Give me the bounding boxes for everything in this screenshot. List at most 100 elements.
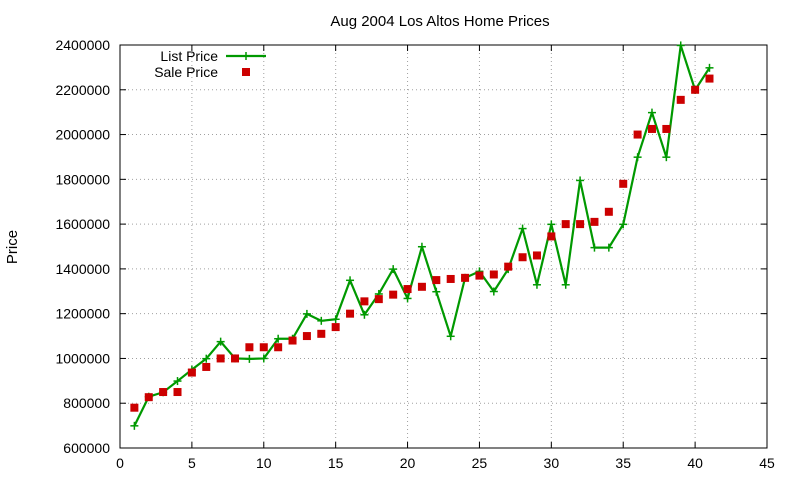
sale-price-point: [676, 95, 685, 104]
sale-price-point: [317, 329, 326, 338]
sale-price-point: [130, 403, 139, 412]
x-tick-label: 5: [188, 455, 196, 471]
sale-price-point: [288, 336, 297, 345]
sale-price-point: [475, 271, 484, 280]
list-price-point: [604, 243, 613, 252]
sale-price-point: [504, 262, 513, 271]
y-tick-label: 1200000: [55, 306, 110, 322]
x-tick-label: 45: [759, 455, 775, 471]
sale-price-point: [245, 343, 254, 352]
y-tick-label: 2200000: [55, 82, 110, 98]
sale-price-point: [446, 274, 455, 283]
axis-ticks: 0 5 10 15 20 25 30 35 40 45 600000 800000 1000000 120…: [55, 37, 775, 471]
list-price-point: [317, 316, 326, 325]
sale-price-point: [374, 295, 383, 304]
sale-price-point: [202, 362, 211, 371]
sale-price-point: [360, 297, 369, 306]
y-tick-label: 2000000: [55, 127, 110, 143]
sale-price-point: [346, 309, 355, 318]
y-tick-label: 2400000: [55, 37, 110, 53]
sale-price-point: [187, 368, 196, 377]
legend-label-sale-price: Sale Price: [154, 64, 218, 80]
list-price-point: [446, 332, 455, 341]
list-price-point: [331, 315, 340, 324]
sale-price-point: [647, 124, 656, 133]
series-layer: [130, 41, 714, 430]
list-price-point: [633, 153, 642, 162]
sale-price-point: [705, 74, 714, 83]
list-price-point: [576, 176, 585, 185]
y-tick-label: 1600000: [55, 216, 110, 232]
x-tick-label: 0: [116, 455, 124, 471]
sale-price-point: [302, 332, 311, 341]
sale-price-point: [633, 130, 642, 139]
legend-marker-sale-price: [242, 68, 250, 76]
list-price-point: [173, 377, 182, 386]
sale-price-point: [259, 343, 268, 352]
list-price-point: [360, 310, 369, 319]
y-tick-label: 800000: [63, 395, 110, 411]
sale-price-point: [417, 282, 426, 291]
sale-price-point: [274, 343, 283, 352]
y-tick-label: 1400000: [55, 261, 110, 277]
sale-price-point: [173, 388, 182, 397]
list-price-series: [130, 41, 714, 430]
list-price-point: [647, 108, 656, 117]
list-price-point: [590, 243, 599, 252]
sale-price-point: [144, 393, 153, 402]
sale-price-point: [489, 270, 498, 279]
y-tick-label: 600000: [63, 440, 110, 456]
sale-price-point: [518, 253, 527, 262]
list-price-point: [346, 276, 355, 285]
legend-marker-list-price: [242, 52, 250, 60]
list-price-point: [417, 242, 426, 251]
x-tick-label: 15: [328, 455, 344, 471]
chart-title: Aug 2004 Los Altos Home Prices: [330, 13, 549, 30]
list-price-point: [619, 220, 628, 229]
sale-price-point: [691, 85, 700, 94]
list-price-point: [403, 294, 412, 303]
sale-price-point: [159, 388, 168, 397]
sale-price-point: [331, 323, 340, 332]
sale-price-point: [532, 251, 541, 260]
list-price-point: [245, 354, 254, 363]
x-tick-label: 20: [400, 455, 416, 471]
plot-frame: [119, 44, 768, 449]
y-tick-label: 1000000: [55, 350, 110, 366]
sale-price-point: [619, 179, 628, 188]
sale-price-point: [216, 354, 225, 363]
list-price-point: [274, 334, 283, 343]
sale-price-point: [403, 285, 412, 294]
x-tick-label: 25: [472, 455, 488, 471]
x-tick-label: 35: [615, 455, 631, 471]
sale-price-point: [547, 232, 556, 241]
legend-label-list-price: List Price: [160, 48, 218, 64]
grid-lines: [120, 45, 767, 448]
list-price-point: [389, 265, 398, 274]
list-price-point: [302, 309, 311, 318]
sale-price-point: [432, 276, 441, 285]
x-tick-label: 10: [256, 455, 272, 471]
sale-price-point: [576, 220, 585, 229]
list-price-point: [518, 224, 527, 233]
list-price-point: [662, 153, 671, 162]
sale-price-point: [231, 354, 240, 363]
list-price-point: [202, 354, 211, 363]
y-axis-label: Price: [4, 230, 21, 264]
list-price-point: [432, 287, 441, 296]
list-price-line: [133, 44, 711, 427]
list-price-point: [130, 421, 139, 430]
sale-price-series: [130, 74, 714, 412]
list-price-point: [676, 41, 685, 50]
list-price-point: [547, 220, 556, 229]
sale-price-point: [590, 217, 599, 226]
x-tick-label: 30: [544, 455, 560, 471]
sale-price-point: [461, 273, 470, 282]
y-tick-label: 1800000: [55, 171, 110, 187]
sale-price-point: [561, 220, 570, 229]
list-price-point: [259, 354, 268, 363]
x-tick-label: 40: [687, 455, 703, 471]
